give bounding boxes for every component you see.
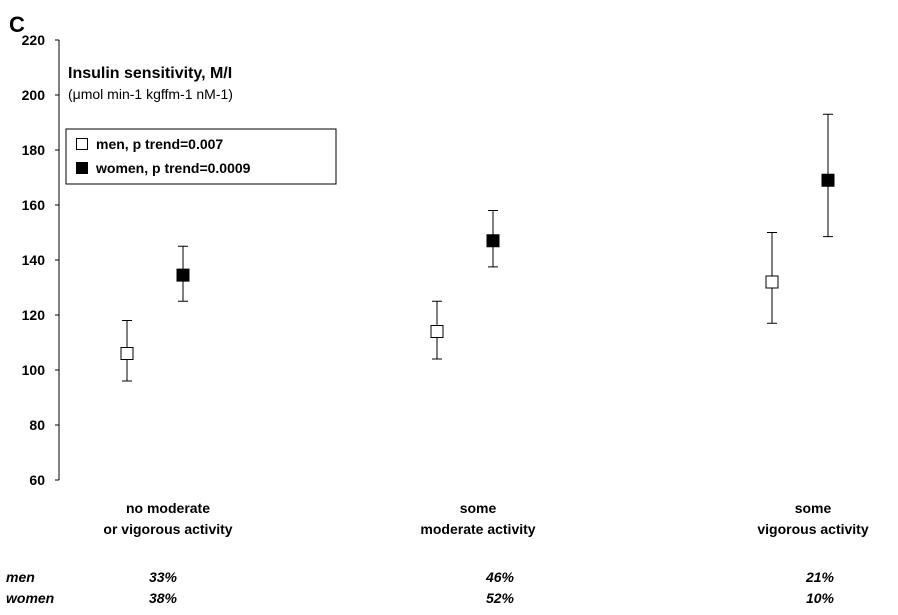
chart-subtitle: (μmol min-1 kgffm-1 nM-1)	[68, 86, 233, 102]
y-tick-label: 200	[22, 87, 46, 103]
percent-value: 10%	[806, 590, 835, 606]
data-point	[486, 234, 500, 248]
y-tick-label: 140	[22, 252, 46, 268]
y-tick-label: 60	[29, 472, 45, 488]
data-point	[176, 268, 190, 282]
data-marks	[120, 113, 835, 382]
data-point	[120, 347, 134, 360]
category-label: or vigorous activity	[103, 521, 232, 537]
y-tick-label: 220	[22, 32, 46, 48]
legend-box	[65, 128, 337, 185]
category-label: some	[795, 500, 832, 516]
y-tick-label: 100	[22, 362, 46, 378]
data-point	[430, 325, 444, 338]
y-tick-label: 180	[22, 142, 46, 158]
percent-value: 46%	[485, 569, 515, 585]
percent-row-label: women	[6, 590, 54, 606]
y-ticks: 60 80 100 120 140 160 180 200 220	[22, 32, 59, 488]
legend: men, p trend=0.007 women, p trend=0.0009	[65, 128, 337, 185]
y-tick-label: 80	[29, 417, 45, 433]
data-point	[821, 173, 835, 187]
percent-value: 21%	[805, 569, 835, 585]
y-tick-label: 160	[22, 197, 46, 213]
percent-value: 38%	[149, 590, 178, 606]
category-label: no moderate	[126, 500, 210, 516]
category-label: moderate activity	[420, 521, 535, 537]
y-tick-label: 120	[22, 307, 46, 323]
data-point	[765, 275, 779, 289]
percent-table: men 33% 46% 21% women 38% 52% 10%	[6, 569, 835, 606]
percent-value: 52%	[486, 590, 515, 606]
legend-label-0: men, p trend=0.007	[96, 136, 223, 152]
percent-row-label: men	[6, 569, 35, 585]
legend-label-1: women, p trend=0.0009	[95, 160, 251, 176]
category-labels: no moderate or vigorous activity some moder…	[103, 500, 868, 537]
category-label: vigorous activity	[757, 521, 868, 537]
percent-value: 33%	[149, 569, 178, 585]
category-label: some	[460, 500, 497, 516]
legend-marker-0	[76, 138, 88, 150]
legend-marker-1	[76, 162, 88, 174]
panel-letter: C	[9, 12, 25, 37]
chart-title: Insulin sensitivity, M/I	[68, 65, 232, 82]
